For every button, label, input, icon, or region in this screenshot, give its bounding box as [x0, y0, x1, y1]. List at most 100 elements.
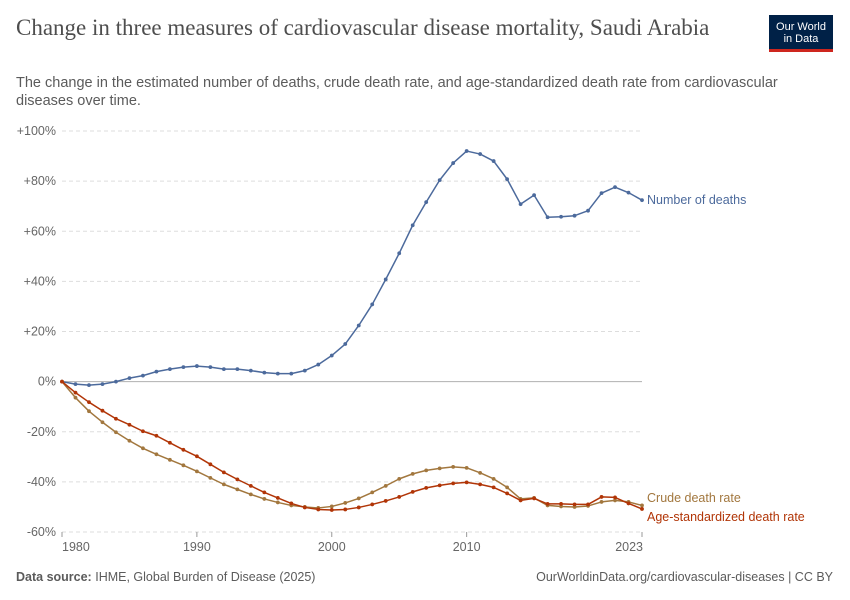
data-point[interactable]	[640, 507, 644, 511]
series-label-age-standardized[interactable]: Age-standardized death rate	[647, 510, 805, 524]
data-point[interactable]	[424, 468, 429, 473]
data-point[interactable]	[181, 447, 186, 452]
data-point[interactable]	[181, 365, 186, 369]
data-point[interactable]	[424, 485, 429, 490]
data-point[interactable]	[464, 465, 469, 470]
data-point[interactable]	[87, 383, 91, 388]
data-point[interactable]	[532, 496, 536, 501]
data-point[interactable]	[248, 368, 253, 373]
data-point[interactable]	[275, 496, 280, 500]
data-point[interactable]	[451, 464, 456, 469]
data-point[interactable]	[505, 491, 510, 496]
owid-logo[interactable]: Our World in Data	[769, 15, 833, 52]
data-point[interactable]	[478, 152, 483, 156]
data-point[interactable]	[127, 376, 132, 381]
series-label-deaths[interactable]: Number of deaths	[647, 193, 746, 207]
data-point[interactable]	[613, 185, 617, 190]
data-point[interactable]	[168, 440, 172, 445]
source-url-link[interactable]: OurWorldinData.org/cardiovascular-diseas…	[536, 570, 833, 584]
data-point[interactable]	[316, 362, 321, 367]
data-point[interactable]	[586, 502, 590, 507]
data-point[interactable]	[356, 505, 361, 510]
data-point[interactable]	[87, 409, 91, 414]
data-point[interactable]	[613, 495, 617, 500]
data-point[interactable]	[154, 369, 159, 374]
data-point[interactable]	[60, 379, 64, 384]
data-point[interactable]	[356, 323, 361, 328]
data-point[interactable]	[532, 193, 536, 198]
data-point[interactable]	[235, 487, 240, 492]
data-point[interactable]	[100, 382, 105, 387]
data-point[interactable]	[141, 373, 145, 378]
data-point[interactable]	[114, 416, 118, 421]
data-point[interactable]	[613, 498, 617, 503]
data-point[interactable]	[114, 379, 118, 384]
data-point[interactable]	[370, 302, 375, 307]
data-point[interactable]	[437, 178, 442, 183]
data-point[interactable]	[168, 457, 172, 462]
data-point[interactable]	[437, 483, 442, 488]
data-point[interactable]	[141, 429, 145, 434]
data-point[interactable]	[451, 481, 456, 486]
data-point[interactable]	[370, 490, 375, 495]
data-point[interactable]	[248, 492, 253, 497]
data-point[interactable]	[248, 483, 253, 488]
data-point[interactable]	[235, 367, 240, 371]
data-point[interactable]	[383, 277, 388, 282]
data-point[interactable]	[262, 370, 267, 375]
data-point[interactable]	[640, 503, 644, 508]
data-point[interactable]	[491, 476, 496, 481]
data-point[interactable]	[410, 490, 415, 494]
data-point[interactable]	[491, 159, 496, 163]
data-point[interactable]	[208, 365, 213, 369]
series-label-crude[interactable]: Crude death rate	[647, 491, 741, 505]
data-point[interactable]	[478, 482, 483, 487]
data-point[interactable]	[370, 502, 375, 507]
data-point[interactable]	[127, 422, 132, 427]
data-point[interactable]	[194, 469, 199, 474]
data-point[interactable]	[221, 482, 226, 487]
data-point[interactable]	[289, 501, 294, 506]
data-point[interactable]	[410, 223, 415, 228]
data-point[interactable]	[626, 190, 631, 195]
data-point[interactable]	[397, 476, 402, 481]
data-point[interactable]	[599, 495, 604, 499]
data-point[interactable]	[559, 214, 563, 219]
data-point[interactable]	[343, 501, 348, 505]
data-point[interactable]	[545, 215, 550, 220]
data-point[interactable]	[154, 452, 159, 457]
data-point[interactable]	[464, 149, 469, 153]
data-point[interactable]	[221, 367, 226, 371]
data-point[interactable]	[302, 368, 307, 373]
data-point[interactable]	[572, 213, 577, 218]
data-point[interactable]	[545, 502, 550, 506]
data-point[interactable]	[302, 505, 307, 510]
data-point[interactable]	[572, 502, 577, 507]
data-point[interactable]	[356, 496, 361, 501]
data-point[interactable]	[397, 495, 402, 499]
data-point[interactable]	[478, 470, 483, 475]
data-point[interactable]	[289, 371, 294, 376]
data-point[interactable]	[100, 420, 105, 425]
data-point[interactable]	[383, 499, 388, 503]
data-point[interactable]	[491, 485, 496, 490]
data-point[interactable]	[437, 466, 442, 471]
data-point[interactable]	[640, 198, 644, 203]
data-point[interactable]	[343, 342, 348, 346]
data-point[interactable]	[464, 480, 469, 485]
data-point[interactable]	[127, 438, 132, 443]
data-point[interactable]	[73, 382, 78, 387]
data-point[interactable]	[114, 430, 118, 435]
data-point[interactable]	[316, 507, 321, 512]
data-point[interactable]	[626, 501, 631, 506]
data-point[interactable]	[275, 371, 280, 376]
data-point[interactable]	[73, 395, 78, 400]
data-point[interactable]	[424, 200, 429, 205]
data-point[interactable]	[329, 353, 334, 358]
data-point[interactable]	[262, 497, 267, 501]
data-point[interactable]	[505, 485, 510, 490]
data-point[interactable]	[168, 367, 172, 371]
data-point[interactable]	[73, 390, 78, 395]
data-point[interactable]	[518, 498, 523, 503]
data-point[interactable]	[599, 191, 604, 196]
